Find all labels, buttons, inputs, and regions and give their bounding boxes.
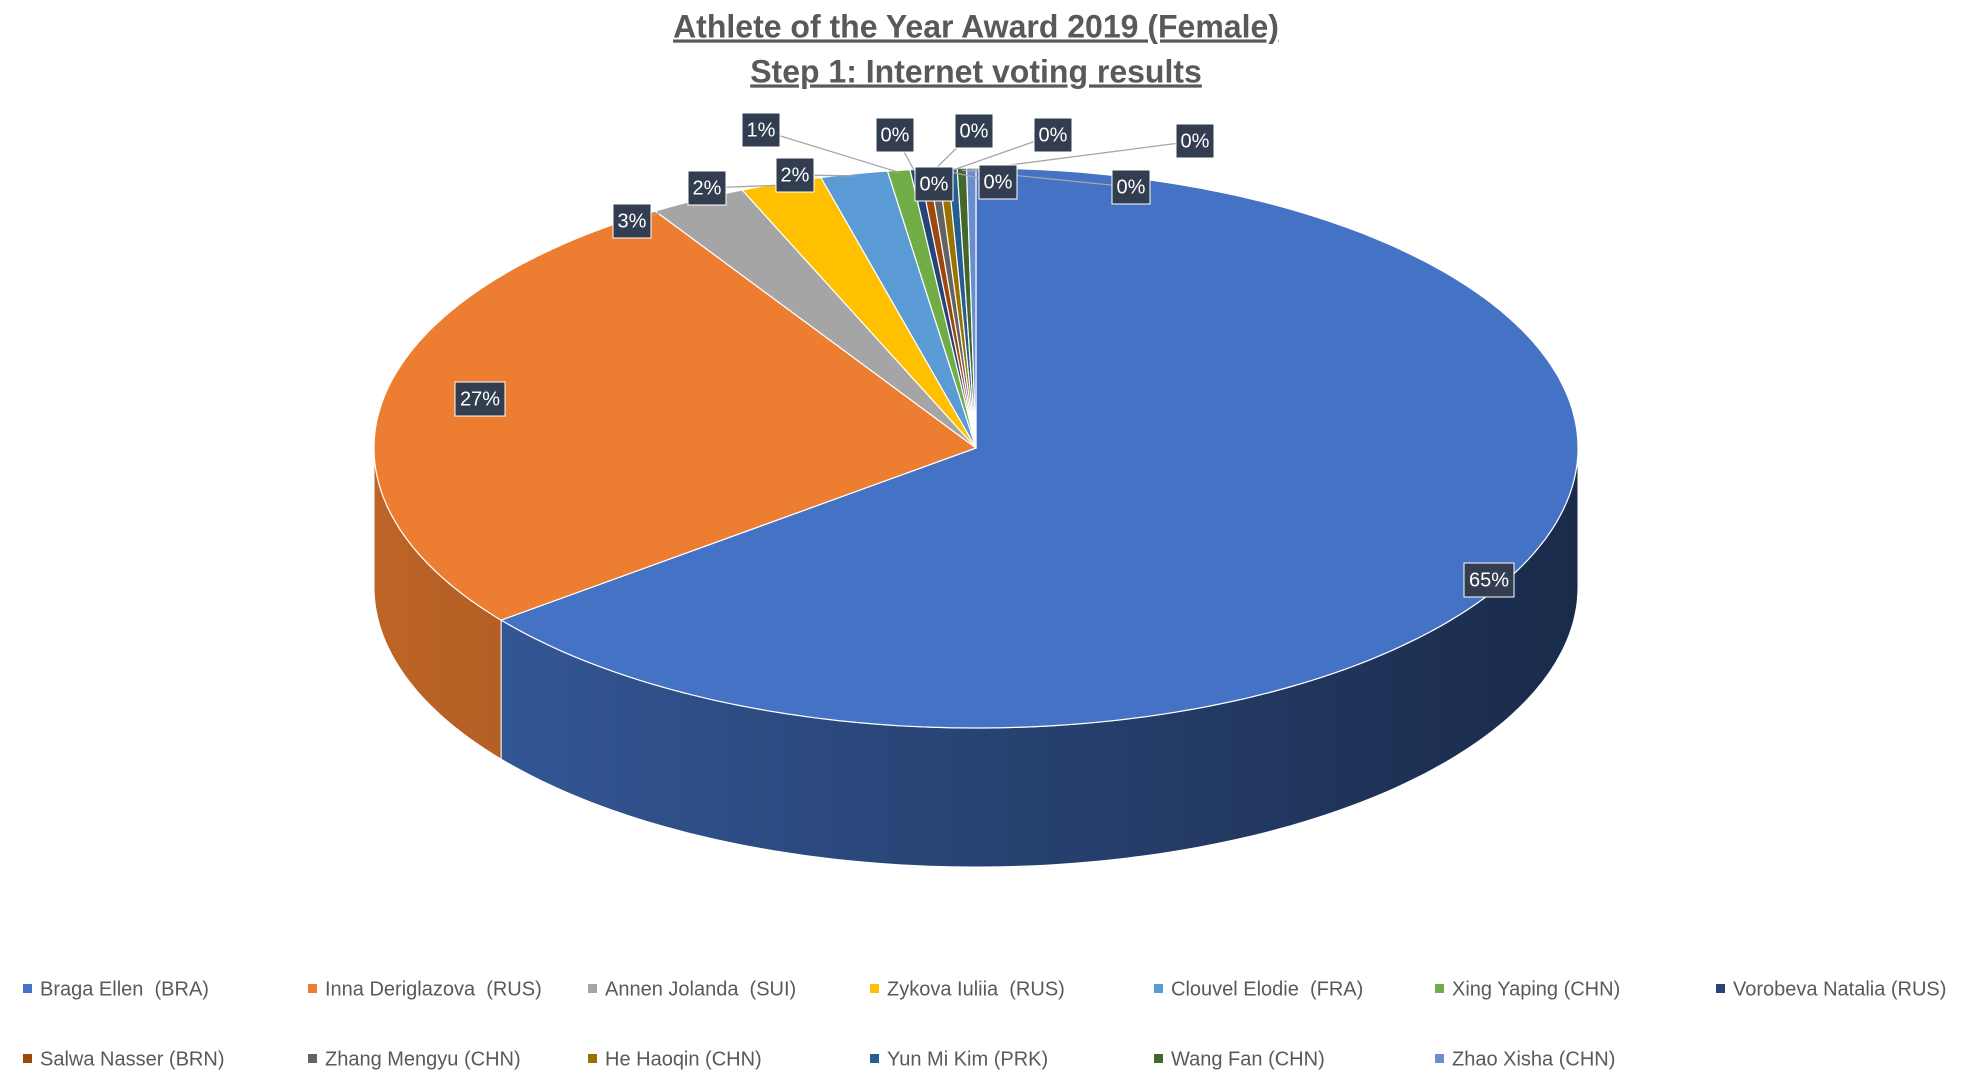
data-label-box: [978, 164, 1018, 200]
legend-swatch: [1154, 1054, 1163, 1063]
pie-slice: [499, 167, 1579, 729]
legend-swatch: [1716, 984, 1725, 993]
data-label: 0%: [1039, 124, 1068, 146]
legend-label: Xing Yaping (CHN): [1452, 978, 1620, 1000]
data-label-box: [454, 381, 506, 417]
legend-label: Vorobeva Natalia (RUS): [1733, 978, 1946, 1000]
legend-swatch: [23, 1054, 32, 1063]
chart-subtitle: Step 1: Internet voting results: [750, 53, 1202, 89]
pie-slice: [373, 210, 978, 621]
legend-swatch: [1435, 984, 1444, 993]
legend-swatch: [588, 1054, 597, 1063]
legend-label: Zhang Mengyu (CHN): [325, 1048, 521, 1070]
data-label: 3%: [618, 210, 647, 232]
data-label: 0%: [1117, 176, 1146, 198]
data-label-box: [741, 112, 781, 148]
data-label: 0%: [920, 173, 949, 195]
legend-label: Annen Jolanda (SUI): [605, 978, 796, 1000]
data-label-box: [1463, 562, 1515, 598]
legend-swatch: [870, 1054, 879, 1063]
data-label-box: [954, 113, 994, 149]
data-label: 27%: [460, 388, 500, 410]
data-label: 0%: [1181, 130, 1210, 152]
legend-label: Yun Mi Kim (PRK): [887, 1048, 1048, 1070]
data-label: 65%: [1469, 569, 1509, 591]
legend-swatch: [1154, 984, 1163, 993]
data-label: 0%: [881, 124, 910, 146]
data-label-box: [612, 203, 652, 239]
pie-tops: [373, 167, 1579, 729]
data-label-box: [914, 166, 954, 202]
data-labels: 65% 27% 3% 2% 2% 1% 0% 0% 0% 0% 0% 0% 0%: [454, 112, 1515, 598]
leader-line: [760, 129, 899, 173]
pie-slice: [965, 167, 977, 449]
data-label: 0%: [960, 120, 989, 142]
data-label-box: [875, 117, 915, 153]
legend-label: Salwa Nasser (BRN): [40, 1048, 224, 1070]
data-label-box: [775, 157, 815, 193]
data-label-box: [1175, 123, 1215, 159]
legend-swatch: [588, 984, 597, 993]
legend-label: He Haoqin (CHN): [605, 1048, 762, 1070]
legend-swatch: [870, 984, 879, 993]
data-label: 0%: [984, 171, 1013, 193]
legend-swatch: [23, 984, 32, 993]
legend-swatch: [308, 1054, 317, 1063]
legend-swatch: [308, 984, 317, 993]
legend-label: Clouvel Elodie (FRA): [1171, 978, 1363, 1000]
data-label: 1%: [747, 119, 776, 141]
legend-label: Zhao Xisha (CHN): [1452, 1048, 1615, 1070]
data-label-box: [687, 170, 727, 206]
data-label: 2%: [781, 164, 810, 186]
legend-label: Braga Ellen (BRA): [40, 978, 209, 1000]
legend-label: Inna Deriglazova (RUS): [325, 978, 542, 1000]
data-label: 2%: [693, 177, 722, 199]
data-label-box: [1111, 169, 1151, 205]
chart-title: Athlete of the Year Award 2019 (Female): [673, 8, 1279, 44]
pie-slice: [819, 170, 977, 449]
legend-label: Zykova Iuliia (RUS): [887, 978, 1065, 1000]
legend-swatch: [1435, 1054, 1444, 1063]
data-label-box: [1033, 117, 1073, 153]
legend: Braga Ellen (BRA) Inna Deriglazova (RUS) A…: [23, 978, 1946, 1070]
legend-label: Wang Fan (CHN): [1171, 1048, 1325, 1070]
